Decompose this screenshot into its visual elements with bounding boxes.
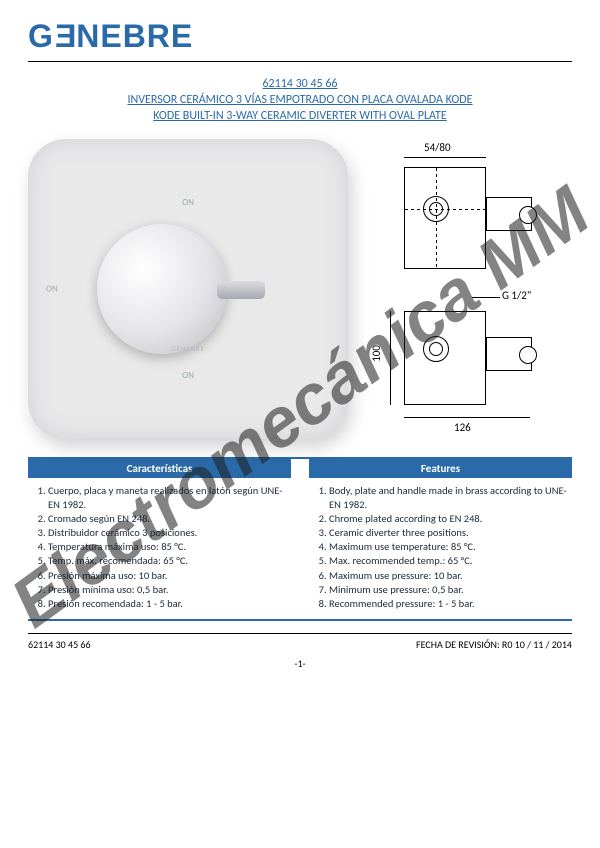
photo-brand-text: GENEBRE (171, 344, 205, 353)
dim-top: 54/80 (424, 141, 451, 154)
spec-item: Temperatura máxima uso: 85 °C. (48, 540, 291, 554)
footer-revision: FECHA DE REVISIÓN: R0 10 / 11 / 2014 (416, 638, 572, 651)
spec-item: Cuerpo, placa y maneta realizados en lat… (48, 484, 291, 512)
dim-thread: G 1/2" (502, 289, 531, 302)
spec-col-en: Features Body, plate and handle made in … (309, 459, 572, 620)
spec-item: Body, plate and handle made in brass acc… (329, 484, 572, 512)
product-code: 62114 30 45 66 (28, 76, 572, 92)
spec-item: Presión mínima uso: 0,5 bar. (48, 583, 291, 597)
front-view-1 (404, 167, 486, 269)
spec-item: Max. recommended temp.: 65 °C. (329, 554, 572, 568)
dim-line-width (404, 417, 530, 418)
thread-leader (472, 297, 500, 298)
spec-col-es: Características Cuerpo, placa y maneta r… (28, 459, 291, 620)
spec-item: Minimum use pressure: 0,5 bar. (329, 583, 572, 597)
on-label-left: ON (46, 283, 58, 294)
side-view-2 (486, 337, 532, 371)
footer: 62114 30 45 66 FECHA DE REVISIÓN: R0 10 … (28, 633, 572, 651)
footer-code: 62114 30 45 66 (28, 638, 91, 651)
title-block: 62114 30 45 66 INVERSOR CERÁMICO 3 VÍAS … (28, 76, 572, 125)
spec-item: Presión recomendada: 1 - 5 bar. (48, 597, 291, 611)
title-english: KODE BUILT-IN 3-WAY CERAMIC DIVERTER WIT… (28, 108, 572, 124)
spec-item: Recommended pressure: 1 - 5 bar. (329, 597, 572, 611)
spec-header-en: Features (309, 459, 572, 478)
dim-width: 126 (454, 421, 471, 434)
page-number: -1- (28, 657, 572, 670)
side-view-1 (486, 197, 532, 231)
title-spanish: INVERSOR CERÁMICO 3 VÍAS EMPOTRADO CON P… (28, 92, 572, 108)
on-label-top: ON (182, 197, 194, 208)
product-knob (97, 224, 227, 354)
spec-item: Temp. máx. recomendada: 65 °C. (48, 554, 291, 568)
technical-diagram: 54/80 G 1/2" (362, 139, 572, 439)
spec-item: Distribuidor cerámico 3 posiciones. (48, 526, 291, 540)
dim-height: 100 (370, 345, 383, 362)
dim-line-height (390, 311, 391, 405)
spec-item: Maximum use temperature: 85 °C. (329, 540, 572, 554)
front-view-2 (404, 311, 486, 405)
image-row: ON ON ON GENEBRE 54/80 G 1/2" (28, 139, 572, 439)
product-photo: ON ON ON GENEBRE (28, 139, 348, 439)
brand-logo: GENEBRE (28, 18, 572, 55)
on-label-bottom: ON (182, 370, 194, 381)
spec-item: Ceramic diverter three positions. (329, 526, 572, 540)
header-rule (28, 61, 572, 62)
spec-item: Cromado según EN 248. (48, 512, 291, 526)
spec-list-es: Cuerpo, placa y maneta realizados en lat… (28, 484, 291, 620)
dim-line-top (404, 157, 486, 158)
spec-list-en: Body, plate and handle made in brass acc… (309, 484, 572, 620)
spec-item: Chrome plated according to EN 248. (329, 512, 572, 526)
spec-item: Presión máxima uso: 10 bar. (48, 569, 291, 583)
spec-header-es: Características (28, 459, 291, 478)
spec-tables: Características Cuerpo, placa y maneta r… (28, 457, 572, 622)
spec-sheet-page: GENEBRE 62114 30 45 66 INVERSOR CERÁMICO… (0, 0, 600, 848)
spec-item: Maximum use pressure: 10 bar. (329, 569, 572, 583)
